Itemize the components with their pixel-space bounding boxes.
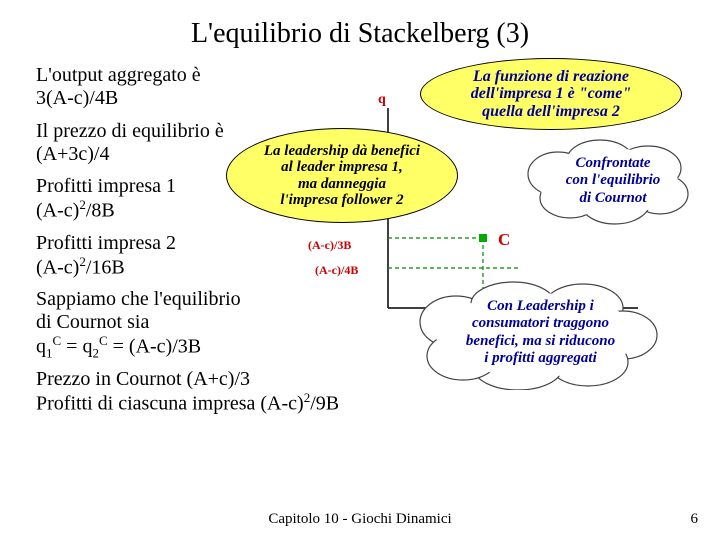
label-c: C — [498, 230, 510, 250]
text-cournot-price: Prezzo in Cournot (A+c)/3 Profitti di ci… — [36, 368, 339, 416]
label-ytick1: (A-c)/3B — [308, 238, 351, 253]
callout-leadership-effects: La leadership dà benefici al leader impr… — [226, 128, 458, 223]
text-output-agg: L'output aggregato è 3(A-c)/4B — [36, 64, 201, 110]
label-q2axis: q — [378, 92, 386, 108]
text-cournot-eq: Sappiamo che l'equilibrio di Cournot sia… — [36, 288, 241, 362]
text-profit2: Profitti impresa 2 (A-c)2/16B — [36, 232, 176, 280]
cloud-leadership-consumers: Con Leadership i consumatori traggono be… — [408, 280, 668, 385]
text-price-eq: Il prezzo di equilibrio è (A+3c)/4 — [36, 120, 224, 166]
cloud-compare-cournot: Confrontate con l'equilibrio di Cournot — [520, 138, 700, 218]
page-title: L'equilibrio di Stackelberg (3) — [0, 18, 720, 50]
label-ytick2: (A-c)/4B — [315, 263, 358, 278]
footer-caption: Capitolo 10 - Giochi Dinamici — [0, 511, 720, 528]
text-profit1: Profitti impresa 1 (A-c)2/8B — [36, 175, 176, 223]
page-number: 6 — [691, 511, 699, 528]
callout-reaction-function: La funzione di reazione dell'impresa 1 è… — [420, 58, 682, 130]
